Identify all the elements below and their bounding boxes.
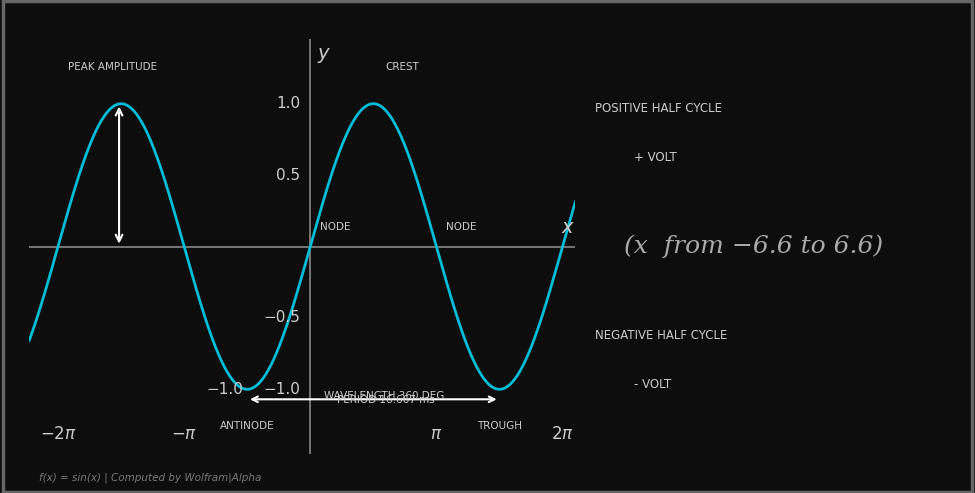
Text: 0.5: 0.5 <box>276 168 300 182</box>
Text: TROUGH: TROUGH <box>477 421 522 431</box>
Text: $\pi$: $\pi$ <box>430 425 443 443</box>
Text: NODE: NODE <box>321 222 351 232</box>
Text: WAVELENGTH 360 DEG.: WAVELENGTH 360 DEG. <box>324 391 448 401</box>
Text: $2\pi$: $2\pi$ <box>551 425 574 443</box>
Text: y: y <box>318 44 329 63</box>
Text: 1.0: 1.0 <box>276 96 300 111</box>
Text: NODE: NODE <box>447 222 477 232</box>
Text: ANTINODE: ANTINODE <box>220 421 275 431</box>
Text: - VOLT: - VOLT <box>634 378 671 391</box>
Text: (x  from −6.6 to 6.6): (x from −6.6 to 6.6) <box>624 235 883 258</box>
Text: NEGATIVE HALF CYCLE: NEGATIVE HALF CYCLE <box>595 329 727 342</box>
Text: PEAK AMPLITUDE: PEAK AMPLITUDE <box>68 62 158 72</box>
Text: x: x <box>562 217 573 237</box>
Text: + VOLT: + VOLT <box>634 151 677 164</box>
Text: $-2\pi$: $-2\pi$ <box>40 425 76 443</box>
Text: CREST: CREST <box>385 62 419 72</box>
Text: −0.5: −0.5 <box>263 311 300 325</box>
Text: −1.0: −1.0 <box>263 382 300 397</box>
Text: f(x) = sin(x) | Computed by Wolfram|Alpha: f(x) = sin(x) | Computed by Wolfram|Alph… <box>39 473 261 483</box>
Text: −1.0: −1.0 <box>207 382 243 397</box>
Text: POSITIVE HALF CYCLE: POSITIVE HALF CYCLE <box>595 102 722 115</box>
Text: $-\pi$: $-\pi$ <box>171 425 197 443</box>
Text: PERIOD 16.667 ms: PERIOD 16.667 ms <box>336 395 434 405</box>
